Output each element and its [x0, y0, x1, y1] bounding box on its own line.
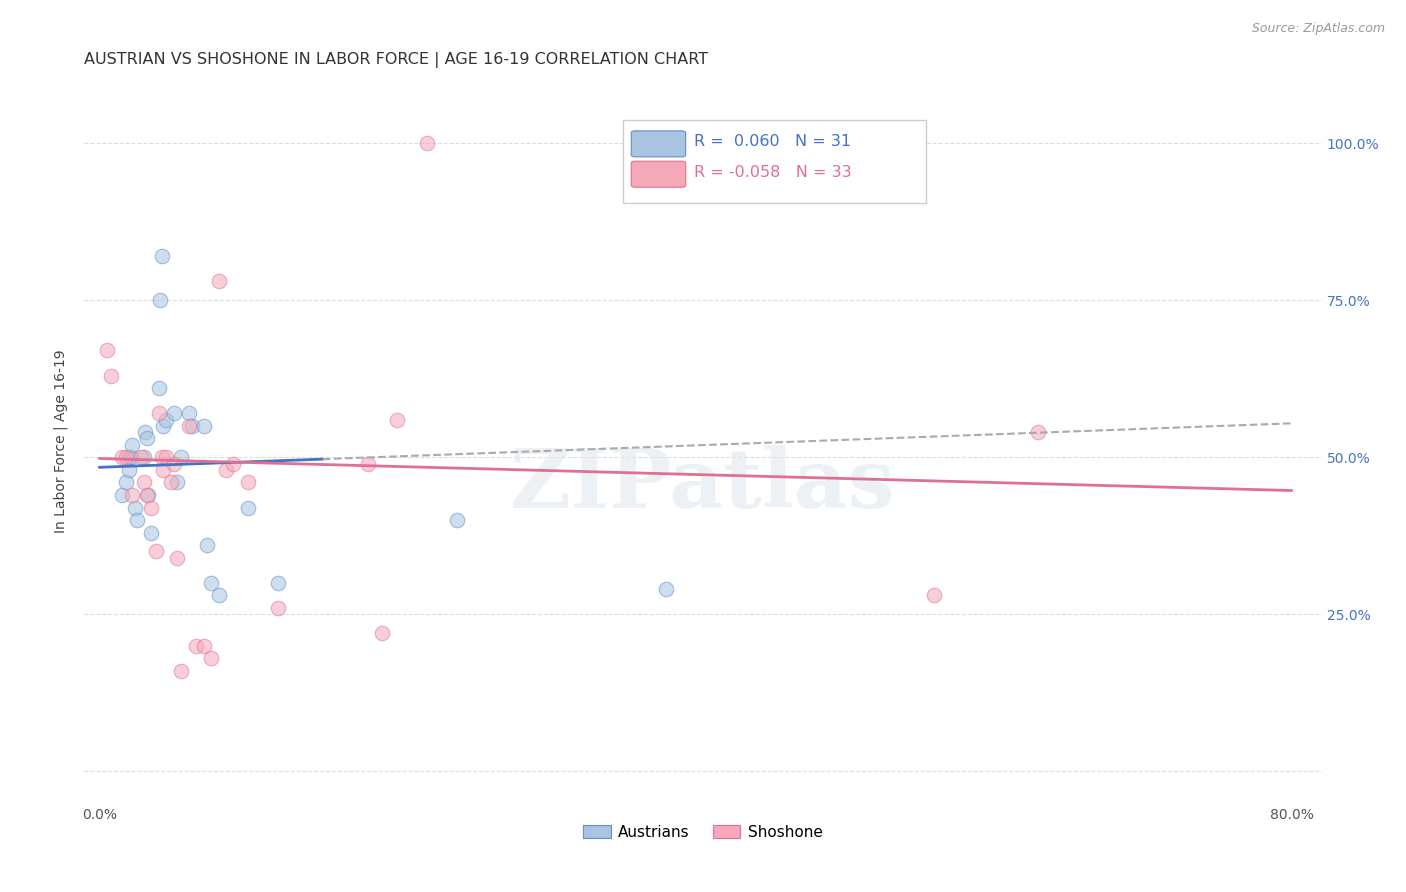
Point	[111, 450, 134, 465]
Point	[136, 488, 159, 502]
Point	[186, 639, 208, 653]
Point	[177, 406, 200, 420]
Point	[222, 457, 245, 471]
Point	[129, 450, 152, 465]
Point	[152, 463, 174, 477]
Point	[150, 450, 173, 465]
Point	[446, 513, 468, 527]
Point	[193, 418, 215, 433]
Point	[215, 463, 238, 477]
Point	[152, 418, 174, 433]
FancyBboxPatch shape	[631, 161, 686, 187]
Point	[148, 406, 170, 420]
Point	[163, 457, 186, 471]
Point	[387, 412, 409, 426]
Point	[1028, 425, 1050, 439]
Point	[100, 368, 122, 383]
Point	[149, 293, 172, 308]
Point	[200, 651, 222, 665]
Point	[150, 249, 173, 263]
Point	[121, 488, 143, 502]
FancyBboxPatch shape	[623, 120, 925, 203]
Point	[193, 639, 215, 653]
Point	[416, 136, 439, 150]
Point	[371, 626, 394, 640]
Point	[654, 582, 676, 597]
Point	[121, 438, 143, 452]
Text: R =  0.060   N = 31: R = 0.060 N = 31	[695, 134, 852, 149]
Point	[145, 544, 167, 558]
Point	[170, 664, 193, 678]
Point	[124, 500, 146, 515]
Y-axis label: In Labor Force | Age 16-19: In Labor Force | Age 16-19	[53, 350, 69, 533]
Point	[118, 463, 141, 477]
Point	[170, 450, 193, 465]
Point	[238, 475, 260, 490]
Point	[166, 550, 188, 565]
Text: Source: ZipAtlas.com: Source: ZipAtlas.com	[1251, 22, 1385, 36]
Point	[163, 406, 186, 420]
Point	[195, 538, 218, 552]
Point	[148, 381, 170, 395]
Point	[166, 475, 188, 490]
Point	[134, 425, 156, 439]
Point	[267, 575, 290, 590]
Point	[155, 412, 177, 426]
Point	[155, 450, 177, 465]
Point	[115, 475, 138, 490]
Point	[356, 457, 378, 471]
Point	[111, 488, 134, 502]
Text: AUSTRIAN VS SHOSHONE IN LABOR FORCE | AGE 16-19 CORRELATION CHART: AUSTRIAN VS SHOSHONE IN LABOR FORCE | AG…	[84, 52, 709, 68]
Point	[180, 418, 202, 433]
Point	[238, 500, 260, 515]
Point	[96, 343, 118, 358]
Text: ZIPatlas: ZIPatlas	[510, 445, 896, 524]
Point	[115, 450, 138, 465]
Point	[141, 525, 163, 540]
Point	[120, 450, 142, 465]
Point	[136, 431, 159, 445]
Point	[118, 450, 141, 465]
Point	[200, 575, 222, 590]
Text: R = -0.058   N = 33: R = -0.058 N = 33	[695, 164, 852, 179]
Legend: Austrians, Shoshone: Austrians, Shoshone	[576, 819, 830, 846]
Point	[177, 418, 200, 433]
Point	[141, 500, 163, 515]
Point	[125, 513, 148, 527]
Point	[267, 601, 290, 615]
Point	[132, 475, 155, 490]
Point	[922, 589, 945, 603]
Point	[138, 488, 160, 502]
Point	[132, 450, 155, 465]
FancyBboxPatch shape	[631, 131, 686, 157]
Point	[207, 589, 229, 603]
Point	[159, 475, 181, 490]
Point	[207, 274, 229, 288]
